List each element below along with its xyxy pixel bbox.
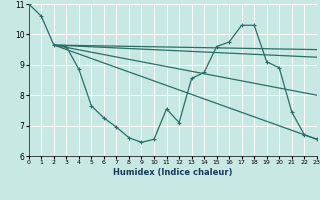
X-axis label: Humidex (Indice chaleur): Humidex (Indice chaleur) xyxy=(113,168,233,177)
